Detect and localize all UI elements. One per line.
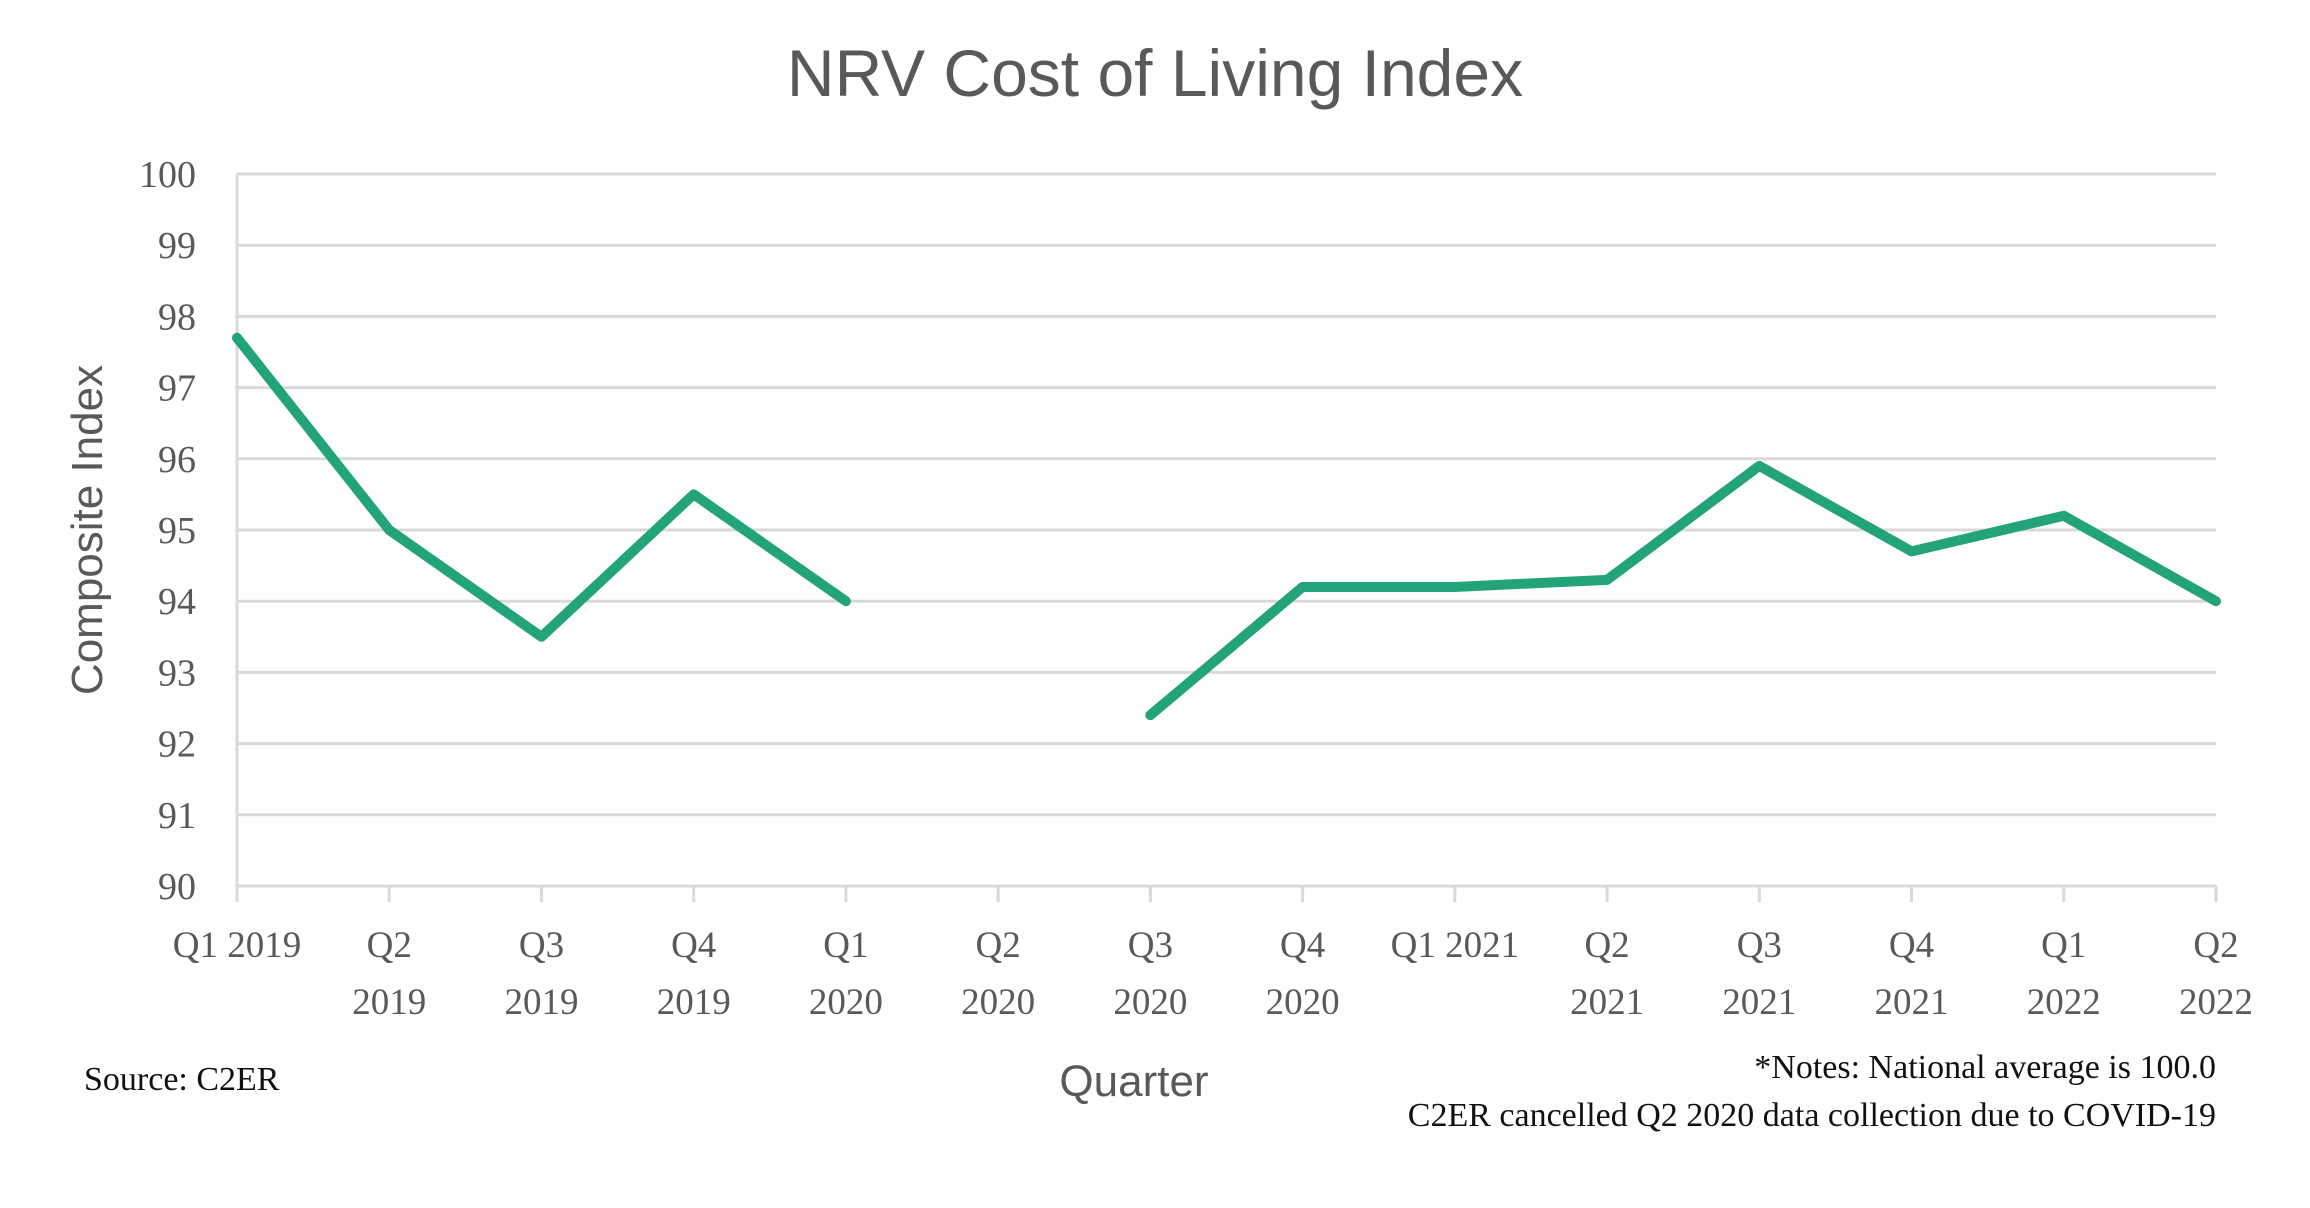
x-axis-title: Quarter [1059, 1057, 1208, 1106]
x-tick-label: 2021 [1722, 982, 1796, 1023]
y-tick-label: 95 [158, 510, 196, 552]
y-tick-label: 93 [158, 652, 196, 694]
x-tick-label: Q3 [1128, 925, 1173, 966]
y-axis-title: Composite Index [63, 365, 112, 695]
x-tick-label: Q1 2019 [173, 925, 301, 966]
y-tick-label: 90 [158, 866, 196, 908]
x-tick-label: 2020 [961, 982, 1035, 1023]
x-tick-label: 2021 [1570, 982, 1644, 1023]
x-tick-label: 2021 [1875, 982, 1949, 1023]
x-tick-label: Q4 [1280, 925, 1325, 966]
x-tick-label: Q3 [1737, 925, 1782, 966]
y-tick-label: 100 [139, 154, 196, 196]
series [232, 332, 2221, 721]
note-national-average: *Notes: National average is 100.0 [1754, 1049, 2216, 1086]
x-tick-label: 2022 [2179, 982, 2253, 1023]
x-tick-label: 2020 [1113, 982, 1187, 1023]
chart-title: NRV Cost of Living Index [787, 36, 1523, 110]
y-tick-label: 96 [158, 439, 196, 481]
x-tick-label: Q1 [823, 925, 868, 966]
x-tick-label: Q4 [671, 925, 716, 966]
series-line-segment [1145, 460, 2221, 721]
x-tick-label: 2019 [504, 982, 578, 1023]
x-tick-label: Q1 2021 [1391, 925, 1519, 966]
gridlines [235, 172, 2216, 900]
y-tick-label: 92 [158, 724, 196, 766]
x-tick-label: Q2 [1584, 925, 1629, 966]
x-tick-label: Q2 [367, 925, 412, 966]
y-axis-ticks: 90 91 92 93 94 95 96 97 98 99 100 [139, 154, 196, 908]
y-tick-label: 99 [158, 225, 196, 267]
x-tick-label: Q3 [519, 925, 564, 966]
x-tick-label: 2019 [352, 982, 426, 1023]
y-tick-label: 98 [158, 296, 196, 338]
x-tick-label: Q2 [976, 925, 1021, 966]
x-tick-label: 2022 [2027, 982, 2101, 1023]
x-tick-label: Q1 [2041, 925, 2086, 966]
y-tick-label: 94 [158, 581, 196, 623]
x-tick-label: 2020 [809, 982, 883, 1023]
x-tick-label: 2020 [1266, 982, 1340, 1023]
y-tick-label: 91 [158, 795, 196, 837]
note-covid-cancellation: C2ER cancelled Q2 2020 data collection d… [1408, 1097, 2216, 1134]
source-note: Source: C2ER [84, 1061, 280, 1098]
x-axis-ticks: Q1 2019 Q2 2019 Q3 2019 Q4 2019 Q1 2020 Q2 2020 Q3 2… [173, 886, 2253, 1023]
y-tick-label: 97 [158, 368, 196, 410]
x-tick-label: Q2 [2193, 925, 2238, 966]
x-tick-label: 2019 [657, 982, 731, 1023]
x-tick-label: Q4 [1889, 925, 1934, 966]
series-line-segment [232, 332, 851, 642]
